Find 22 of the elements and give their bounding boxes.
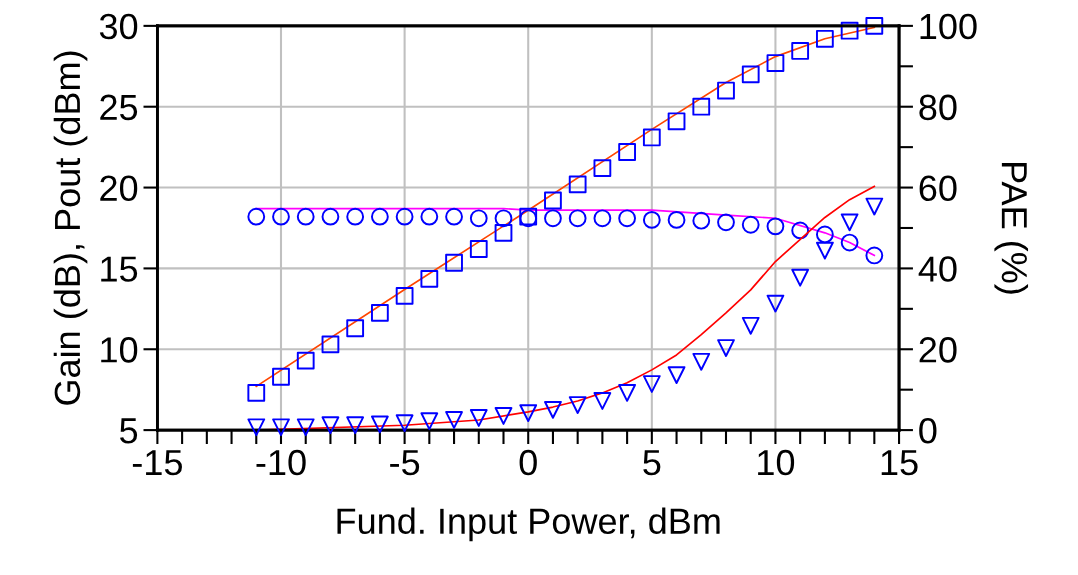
x-tick-label: 5 (643, 450, 661, 476)
x-tick-label: 15 (881, 450, 918, 476)
y-tick-label: 10 (101, 337, 138, 363)
y2-tick-label: 80 (919, 94, 957, 121)
y-tick-label: 30 (99, 13, 138, 40)
x-tick-label: -15 (132, 450, 182, 476)
y2-tick-label: 100 (920, 13, 977, 40)
y2-axis-title: PAE (%) (994, 163, 1029, 294)
y2-tick-label: 40 (918, 256, 957, 282)
x-tick-label: 0 (519, 449, 537, 476)
y2-tick-label: 0 (919, 417, 937, 444)
y-tick-label: 15 (101, 256, 138, 282)
y2-tick-label: 20 (919, 337, 957, 363)
x-axis-title: Fund. Input Power, dBm (337, 507, 720, 542)
y-tick-label: 20 (100, 175, 138, 202)
x-tick-label: 10 (758, 449, 795, 476)
y2-tick-label: 60 (919, 175, 957, 202)
y-axis-title: Gain (dB), Pout (dBm) (53, 51, 88, 405)
x-tick-label: -10 (256, 449, 306, 476)
y-tick-label: 5 (120, 418, 138, 444)
x-tick-label: -5 (390, 450, 420, 476)
y-tick-label: 25 (100, 94, 138, 121)
